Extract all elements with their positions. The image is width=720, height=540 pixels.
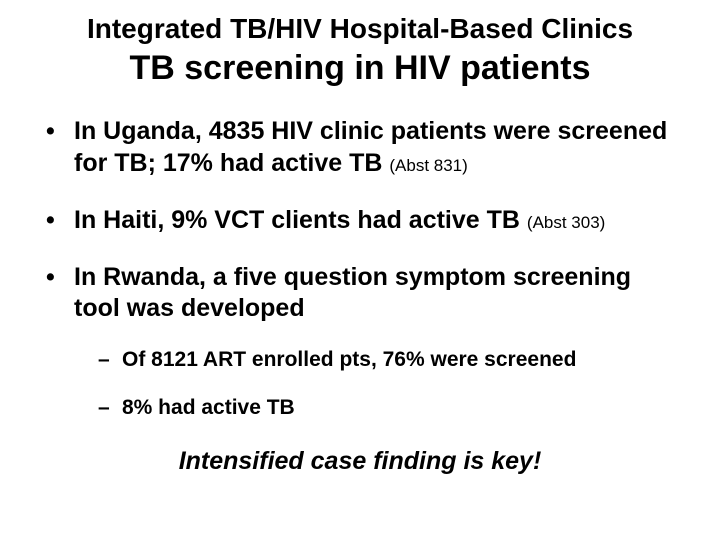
closing-text: Intensified case finding is key! <box>28 447 692 476</box>
bullet-item-0: In Uganda, 4835 HIV clinic patients were… <box>46 116 682 179</box>
bullet-abst-0: (Abst 831) <box>389 156 467 175</box>
bullet-item-1: In Haiti, 9% VCT clients had active TB (… <box>46 205 682 236</box>
bullet-text-0: In Uganda, 4835 HIV clinic patients were… <box>74 117 667 176</box>
sub-bullet-0: Of 8121 ART enrolled pts, 76% were scree… <box>98 347 682 373</box>
slide: Integrated TB/HIV Hospital-Based Clinics… <box>0 0 720 540</box>
bullet-abst-1: (Abst 303) <box>527 213 605 232</box>
title-line-2: TB screening in HIV patients <box>28 48 692 89</box>
bullet-item-2: In Rwanda, a five question symptom scree… <box>46 262 682 421</box>
bullet-text-2: In Rwanda, a five question symptom scree… <box>74 263 631 322</box>
sub-bullet-1: 8% had active TB <box>98 395 682 421</box>
title-line-1: Integrated TB/HIV Hospital-Based Clinics <box>28 12 692 46</box>
bullet-text-1: In Haiti, 9% VCT clients had active TB <box>74 206 527 234</box>
sub-bullet-list: Of 8121 ART enrolled pts, 76% were scree… <box>74 347 682 422</box>
bullet-list: In Uganda, 4835 HIV clinic patients were… <box>28 116 692 421</box>
